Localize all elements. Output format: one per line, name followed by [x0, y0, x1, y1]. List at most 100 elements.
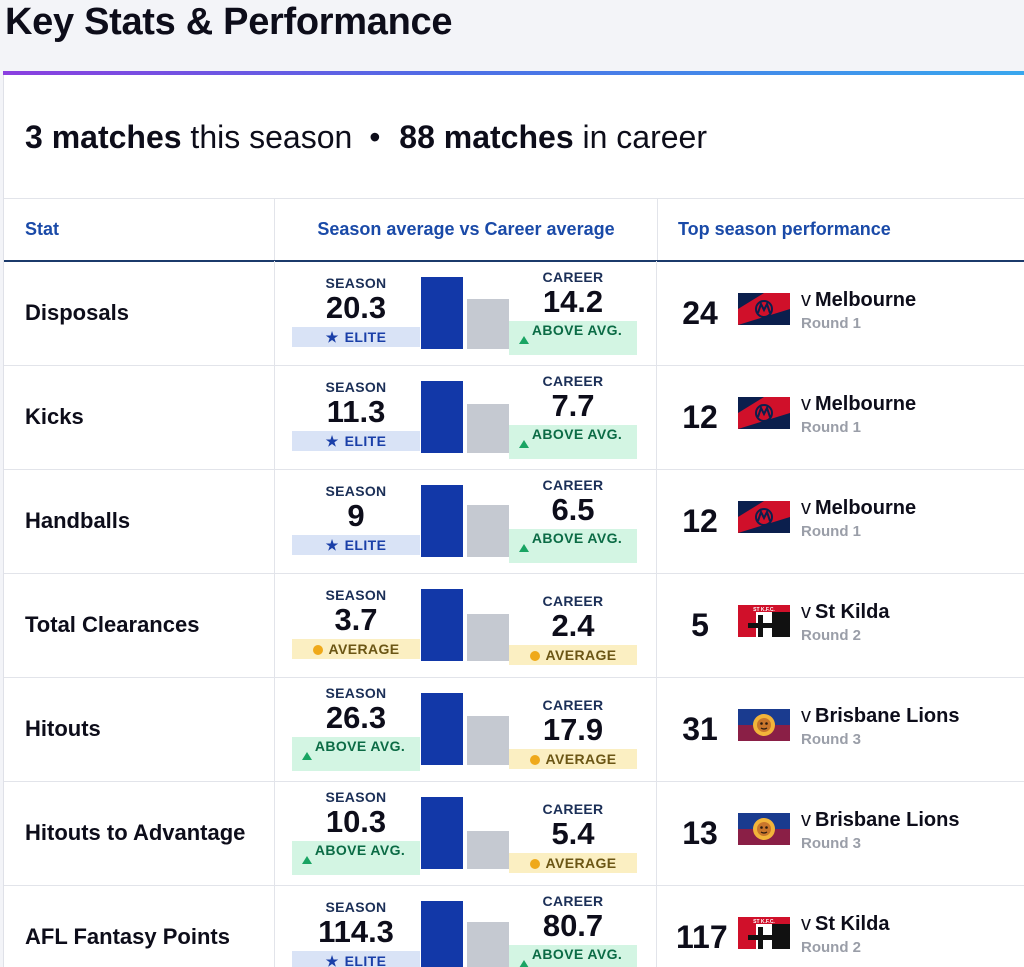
top-performance-value: 117	[676, 919, 728, 955]
career-value: 14.2	[542, 284, 604, 319]
column-divider	[274, 781, 275, 885]
star-icon: ★	[325, 329, 339, 345]
star-icon: ★	[325, 433, 339, 449]
season-block: SEASON 9 ★ ELITE	[292, 483, 420, 555]
melbourne-logo-icon	[738, 293, 790, 325]
opponent-name: v Melbourne	[801, 496, 916, 520]
season-block: SEASON 20.3 ★ ELITE	[292, 275, 420, 347]
season-value: 114.3	[318, 914, 394, 949]
versus-prefix: v	[801, 289, 811, 311]
season-label: SEASON	[325, 275, 387, 291]
season-bar	[421, 277, 463, 349]
melbourne-logo-icon	[738, 397, 790, 429]
season-badge: ★ ELITE	[292, 951, 420, 967]
season-label: SEASON	[325, 483, 387, 499]
season-match-text: this season	[190, 119, 353, 155]
season-value: 3.7	[334, 602, 378, 637]
stat-name: Kicks	[25, 404, 84, 429]
season-value: 20.3	[325, 290, 387, 325]
stat-name: Disposals	[25, 300, 129, 325]
career-block: CAREER 14.2 ABOVE AVG.	[509, 269, 637, 355]
career-badge: ABOVE AVG.	[509, 425, 637, 459]
season-badge-text: ELITE	[344, 953, 387, 967]
career-block: CAREER 6.5 ABOVE AVG.	[509, 477, 637, 563]
season-value: 11.3	[326, 394, 386, 429]
stat-name: Hitouts	[25, 716, 101, 741]
column-divider	[274, 365, 275, 469]
season-bar	[421, 485, 463, 557]
versus-prefix: v	[801, 705, 811, 727]
career-block: CAREER 17.9 AVERAGE	[509, 697, 637, 769]
career-badge-text: AVERAGE	[545, 647, 617, 663]
season-bar	[421, 693, 463, 765]
career-bar	[467, 922, 509, 967]
column-divider	[656, 573, 657, 677]
column-header-top-performance: Top season performance	[678, 219, 891, 239]
match-summary: 3 matches this season • 88 matches in ca…	[25, 119, 707, 155]
stat-name: AFL Fantasy Points	[25, 924, 230, 949]
column-divider	[656, 781, 657, 885]
season-badge: ★ ELITE	[292, 431, 420, 451]
career-match-count: 88 matches	[399, 119, 574, 155]
up-triangle-icon	[519, 435, 529, 451]
brisbane-logo-icon	[738, 709, 790, 741]
dot-icon	[529, 645, 540, 665]
career-badge-text: ABOVE AVG.	[531, 530, 623, 546]
career-label: CAREER	[542, 697, 604, 713]
career-badge: ABOVE AVG.	[509, 529, 637, 563]
stat-name: Handballs	[25, 508, 131, 533]
opponent-label: Melbourne	[815, 289, 917, 311]
season-value: 26.3	[325, 700, 387, 735]
table-row: Hitouts SEASON 26.3 ABOVE AVG. CAREER 17.9 AVE…	[4, 677, 1024, 782]
column-divider	[274, 261, 275, 365]
career-value: 5.4	[551, 816, 595, 851]
column-divider	[656, 261, 657, 365]
career-block: CAREER 80.7 ABOVE AVG.	[509, 893, 637, 967]
opponent-label: Melbourne	[815, 393, 917, 415]
round-label: Round 3	[801, 835, 861, 852]
table-row: Kicks SEASON 11.3 ★ ELITE CAREER 7.7 ABOVE AVG.…	[4, 365, 1024, 470]
versus-prefix: v	[801, 497, 811, 519]
summary-separator: •	[369, 119, 381, 155]
top-performance-value: 12	[682, 503, 718, 539]
career-bar	[467, 404, 509, 453]
column-divider	[274, 573, 275, 677]
season-block: SEASON 11.3 ★ ELITE	[292, 379, 420, 451]
star-icon: ★	[325, 953, 339, 967]
career-match-text: in career	[582, 119, 708, 155]
opponent-name: v St Kilda	[801, 912, 889, 936]
stkilda-logo-icon: ST K.F.C.	[737, 604, 791, 638]
up-triangle-icon	[519, 955, 529, 967]
career-badge-text: ABOVE AVG.	[531, 322, 623, 338]
opponent-name: v Brisbane Lions	[801, 808, 959, 832]
stkilda-logo-icon: ST K.F.C.	[737, 916, 791, 950]
season-badge-text: ABOVE AVG.	[314, 738, 406, 754]
opponent-label: Brisbane Lions	[815, 705, 960, 727]
opponent-name: v Melbourne	[801, 288, 916, 312]
career-bar	[467, 614, 509, 661]
up-triangle-icon	[302, 851, 312, 867]
season-badge: AVERAGE	[292, 639, 420, 659]
column-divider	[656, 365, 657, 469]
career-value: 6.5	[551, 492, 595, 527]
career-badge: AVERAGE	[509, 645, 637, 665]
dot-icon	[312, 639, 323, 659]
career-badge-text: AVERAGE	[545, 855, 617, 871]
stats-card: 3 matches this season • 88 matches in ca…	[3, 75, 1024, 967]
career-block: CAREER 2.4 AVERAGE	[509, 593, 637, 665]
opponent-name: v St Kilda	[801, 600, 889, 624]
career-label: CAREER	[542, 269, 604, 285]
opponent-label: Brisbane Lions	[815, 809, 960, 831]
career-value: 17.9	[542, 712, 604, 747]
dot-icon	[529, 853, 540, 873]
column-divider	[656, 677, 657, 781]
career-label: CAREER	[542, 893, 604, 909]
top-performance-value: 24	[682, 295, 718, 331]
top-performance-value: 5	[691, 607, 709, 643]
round-label: Round 1	[801, 315, 861, 332]
career-label: CAREER	[542, 593, 604, 609]
round-label: Round 1	[801, 419, 861, 436]
season-badge: ★ ELITE	[292, 327, 420, 347]
up-triangle-icon	[519, 539, 529, 555]
season-label: SEASON	[325, 587, 387, 603]
